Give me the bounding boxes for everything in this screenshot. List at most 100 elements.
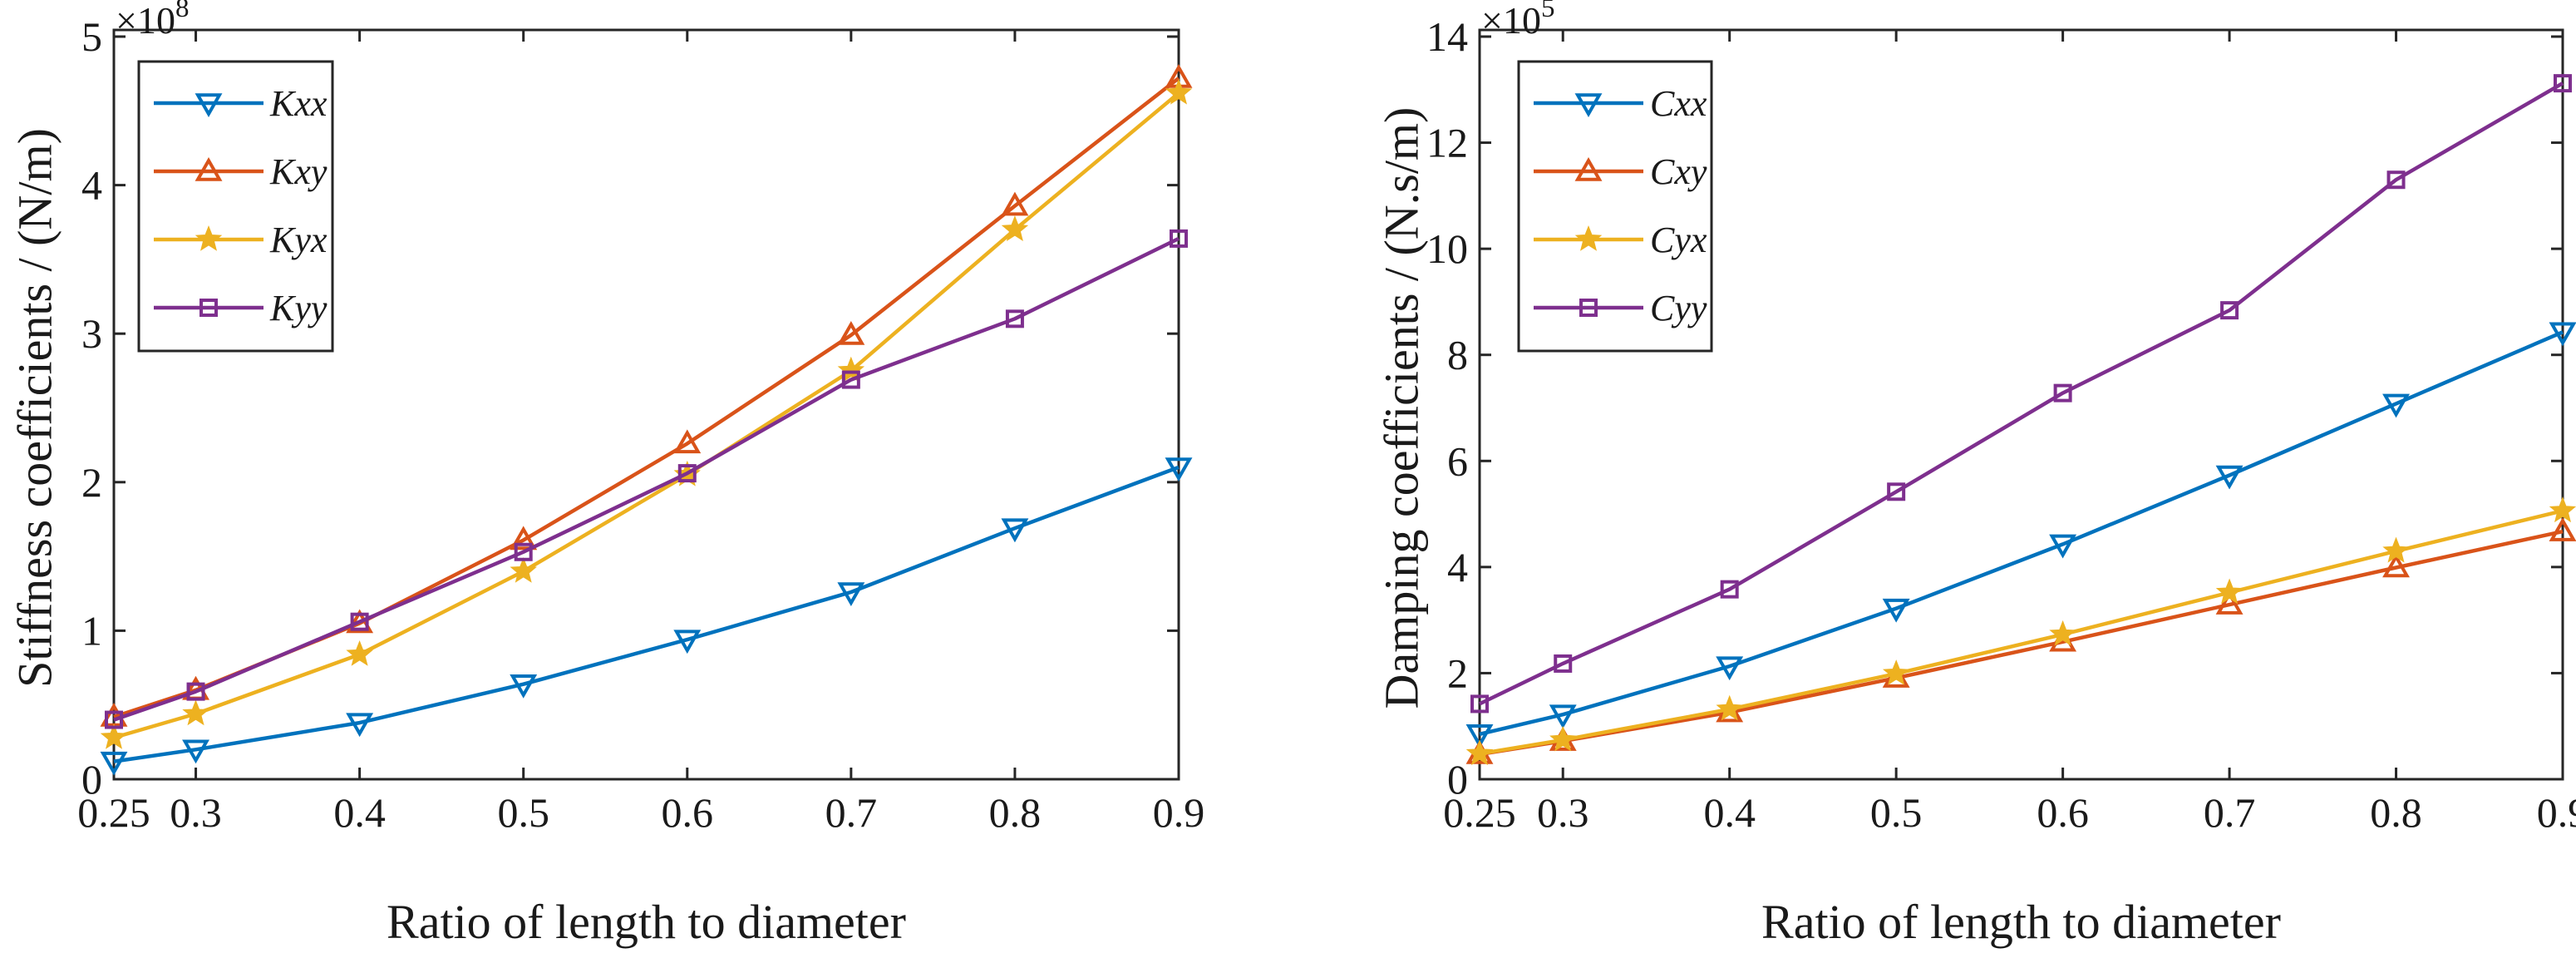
data-point-kxy [510, 526, 538, 551]
data-point-cxy [2382, 553, 2410, 578]
series-line-cxx [1479, 330, 2564, 736]
x-tick-label: 0.8 [989, 789, 1042, 836]
data-point-cyx [1716, 694, 1743, 721]
series-cyy [1470, 74, 2572, 714]
data-point-kyy [1005, 309, 1024, 328]
data-point-cyx [2382, 536, 2410, 563]
series-kxx [100, 457, 1193, 776]
x-tick-label: 0.9 [2537, 789, 2576, 836]
data-point-cxx [2215, 465, 2244, 490]
x-tick-label: 0.8 [2370, 789, 2422, 836]
y-tick-label: 2 [1447, 649, 1468, 696]
data-point-cyx [1465, 739, 1494, 766]
axes-box [1478, 28, 2564, 781]
data-point-kxx [1165, 457, 1193, 482]
data-point-kxy [346, 609, 374, 634]
data-point-kxy [1001, 191, 1029, 216]
x-axis-label: Ratio of length to diameter [387, 895, 906, 949]
data-point-cxx [1465, 724, 1494, 748]
y-exponent-base: ×10 [116, 0, 175, 42]
x-tick-label: 0.25 [77, 789, 150, 836]
x-tick-label: 0.5 [497, 789, 549, 836]
data-point-cyx [2215, 578, 2244, 605]
data-point-kxx [510, 674, 538, 699]
data-point-kyy [677, 464, 697, 483]
data-point-cxx [2549, 322, 2576, 347]
data-point-kyx [100, 723, 128, 749]
data-point-kyx [510, 556, 537, 583]
legend-label-kxy: Kxy [269, 151, 328, 192]
legend-label-cxx: Cxx [1650, 83, 1707, 124]
data-point-cyy [2386, 170, 2406, 190]
x-axis-label: Ratio of length to diameter [1761, 895, 2281, 949]
y-exponent-power: 5 [1541, 0, 1555, 23]
data-point-cyy [1887, 482, 1906, 501]
data-point-cyy [1554, 654, 1573, 673]
data-point-cyy [1470, 694, 1489, 714]
series-kyy [105, 229, 1188, 729]
legend-marker-cxx [1574, 93, 1603, 118]
y-tick-label: 0 [1447, 756, 1468, 803]
data-point-kxx [673, 630, 702, 654]
legend-marker-cyy [1579, 299, 1598, 317]
y-tick-label: 8 [1447, 332, 1468, 378]
data-point-cxy [2549, 517, 2576, 541]
x-tick-label: 0.3 [170, 789, 222, 836]
data-point-kxy [837, 320, 865, 345]
legend-label-kyy: Kyy [269, 288, 328, 328]
axes-box [112, 28, 1180, 781]
y-tick-label: 4 [81, 162, 102, 209]
legend: Kxx Kxy Kyx Kyy [137, 60, 334, 353]
legend-marker-kyx [195, 225, 223, 251]
y-exponent-power: 8 [175, 0, 190, 23]
data-point-cxx [1549, 704, 1577, 729]
data-point-cxx [1716, 656, 1744, 681]
y-tick-label: 6 [1447, 437, 1468, 484]
data-point-cxx [1882, 598, 1910, 623]
series-line-kyy [113, 236, 1180, 722]
legend-label-cyy: Cyy [1650, 288, 1707, 328]
y-tick-label: 3 [81, 310, 102, 357]
data-point-kyy [514, 542, 533, 561]
y-axis-label: Damping coefficients / (N.s/m) [1375, 107, 1429, 709]
data-point-cxy [2215, 590, 2244, 615]
y-exponent-label: ×108 [116, 0, 189, 42]
x-tick-label: 0.3 [1537, 789, 1589, 836]
data-point-kyy [1170, 229, 1188, 248]
y-tick-label: 5 [81, 13, 102, 60]
data-point-cyy [2220, 301, 2239, 320]
series-line-cyx [1479, 509, 2564, 756]
legend-marker-cxy [1574, 156, 1603, 181]
y-tick-label: 10 [1426, 225, 1468, 272]
y-exponent-label: ×105 [1481, 0, 1554, 42]
y-tick-label: 14 [1426, 13, 1468, 60]
series-line-kyx [113, 91, 1180, 740]
x-tick-label: 0.4 [333, 789, 386, 836]
y-tick-label: 2 [81, 459, 102, 506]
chart-1: 0.25 0.3 0.4 0.5 0.6 0.7 0.8 0.9 0 1 2 3 4 5 ×108 Ratio… [8, 0, 1205, 949]
data-point-cyy [2053, 383, 2072, 403]
legend-marker-kxy [195, 156, 223, 181]
legend-label-cxy: Cxy [1650, 151, 1707, 192]
y-tick-label: 4 [1447, 544, 1468, 590]
series-cxx [1465, 322, 2576, 748]
data-point-kyx [346, 640, 373, 666]
legend-label-kxx: Kxx [269, 83, 328, 124]
legend: Cxx Cxy Cyx Cyy [1517, 60, 1713, 353]
data-point-kyy [186, 682, 205, 701]
data-point-kxx [100, 751, 128, 776]
legend-marker-kyy [199, 299, 218, 317]
y-exponent-base: ×10 [1481, 0, 1541, 42]
series-line-cyy [1479, 81, 2564, 706]
legend-box [1517, 60, 1713, 353]
x-tick-label: 0.25 [1443, 789, 1516, 836]
data-point-kxx [1001, 518, 1029, 543]
legend-marker-cyx [1574, 225, 1603, 251]
legend-box [137, 60, 334, 353]
data-point-kyx [837, 356, 865, 383]
data-point-kxx [837, 582, 865, 606]
data-point-cyy [2554, 74, 2572, 93]
x-tick-label: 0.9 [1153, 789, 1205, 836]
x-tick-label: 0.6 [2037, 789, 2089, 836]
series-cyx [1465, 496, 2576, 766]
